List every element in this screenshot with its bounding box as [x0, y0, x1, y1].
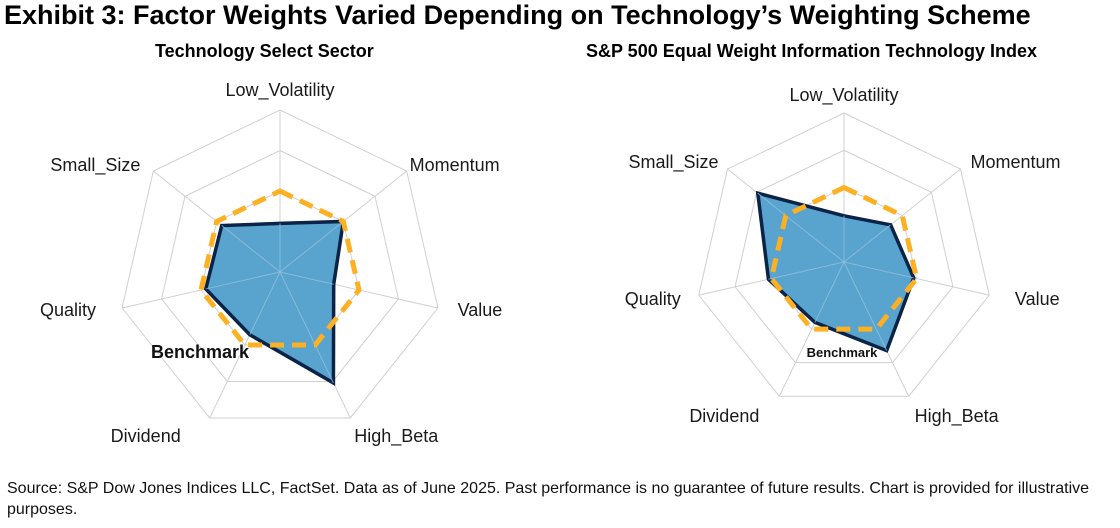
axis-spoke-inner-high-beta	[843, 261, 888, 351]
axis-spoke-inner-small-size	[221, 225, 281, 273]
axis-spoke-inner-high-beta	[279, 271, 334, 384]
axis-spoke-inner-momentum	[279, 221, 344, 273]
benchmark-line	[198, 188, 362, 348]
axis-spoke-inner-quality	[768, 261, 845, 280]
chart-title-left: Technology Select Sector	[155, 41, 374, 61]
benchmark-line	[768, 184, 920, 332]
axis-label-small-size: Small_Size	[50, 155, 140, 176]
radar-chart-technology-select-sector: Low_Volatility Momentum Value High_Beta Divi…	[40, 80, 503, 447]
axis-label-high-beta: High_Beta	[915, 406, 1000, 427]
axis-label-low-volatility: Low_Volatility	[225, 80, 334, 101]
benchmark-annotation: Benchmark	[151, 342, 250, 362]
benchmark-annotation: Benchmark	[807, 345, 879, 360]
grid-ring	[121, 109, 439, 419]
source-note: Source: S&P Dow Jones Indices LLC, FactS…	[7, 480, 1090, 518]
axis-spoke-inner-dividend	[249, 271, 281, 335]
series-area-technology-select-sector	[203, 219, 346, 386]
grid-ring	[161, 149, 399, 382]
axis-spoke-inner-dividend	[814, 261, 845, 323]
axis-label-value: Value	[1015, 289, 1060, 309]
axis-spoke-inner-small-size	[757, 192, 845, 263]
axis-label-dividend: Dividend	[689, 406, 759, 426]
series-area-s-p-500-equal-weight-information-technology-index	[755, 190, 916, 353]
radar-chart-equal-weight-it: Low_Volatility Momentum Value High_Beta Divi…	[625, 85, 1061, 427]
axis-label-quality: Quality	[625, 289, 681, 309]
axis-label-high-beta: High_Beta	[354, 426, 439, 447]
axis-label-momentum: Momentum	[970, 152, 1060, 172]
chart-title-right: S&P 500 Equal Weight Information Technol…	[586, 41, 1038, 61]
axis-label-value: Value	[458, 300, 503, 320]
axis-label-small-size: Small_Size	[628, 152, 718, 173]
axis-label-quality: Quality	[40, 300, 96, 320]
grid-ring	[698, 112, 990, 397]
axis-spoke-inner-value	[279, 271, 334, 285]
exhibit-title: Exhibit 3: Factor Weights Varied Dependi…	[4, 0, 1031, 30]
axis-label-dividend: Dividend	[111, 426, 181, 446]
axis-label-momentum: Momentum	[410, 155, 500, 175]
axis-spoke-inner-quality	[205, 271, 281, 290]
axis-label-low-volatility: Low_Volatility	[789, 85, 898, 106]
axis-spoke-inner-momentum	[843, 224, 891, 263]
grid-ring	[734, 149, 954, 364]
axis-spoke-inner-value	[843, 261, 914, 279]
